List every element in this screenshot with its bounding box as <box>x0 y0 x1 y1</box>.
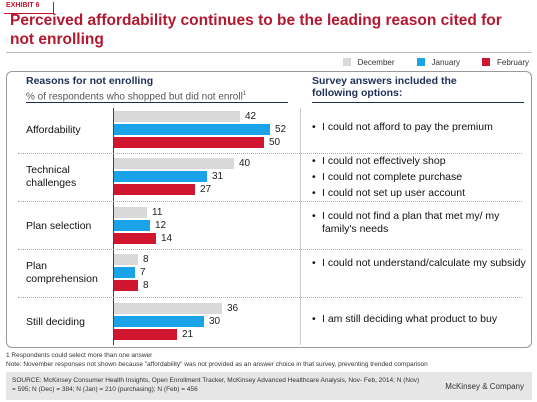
category-label-line: challenges <box>26 177 77 189</box>
category-label-line: Technical <box>26 164 70 176</box>
source-box: SOURCE: McKinsey Consumer Health Insight… <box>6 372 532 400</box>
right-heading-rule <box>312 102 524 103</box>
category-label: Plan selection <box>26 220 91 233</box>
bar-value-label: 52 <box>275 124 287 135</box>
bar-value-label: 21 <box>182 329 194 340</box>
survey-option: I could not complete purchase <box>312 171 527 184</box>
survey-option: I could not understand/calculate my subs… <box>312 257 527 270</box>
exhibit-tag <box>4 2 54 14</box>
row-separator <box>18 153 522 154</box>
row-separator <box>18 297 522 298</box>
legend-item: February <box>481 57 529 67</box>
bar-december <box>114 207 147 218</box>
chart-title: Perceived affordability continues to be … <box>10 12 502 48</box>
category-label-line: comprehension <box>26 273 98 285</box>
bar-value-label: 50 <box>269 137 281 148</box>
left-heading-rule <box>26 102 288 103</box>
legend-swatch <box>416 58 425 66</box>
bar-value-label: 12 <box>155 220 167 231</box>
category-label: Plan comprehension <box>26 260 98 286</box>
legend-item: December <box>342 57 395 67</box>
bar-december <box>114 254 138 265</box>
bar-january <box>114 220 150 231</box>
right-heading-line2: following options: <box>312 87 403 99</box>
bar-value-label: 36 <box>227 303 239 314</box>
category-label-line: Plan <box>26 260 48 272</box>
bar-december <box>114 111 240 122</box>
category-label-line: Still deciding <box>26 315 85 328</box>
legend-swatch <box>481 58 490 66</box>
bar-december <box>114 158 234 169</box>
bar-january <box>114 171 207 182</box>
survey-option: I could not afford to pay the premium <box>312 121 527 134</box>
left-column-heading: Reasons for not enrolling <box>26 75 154 87</box>
title-rule <box>6 52 532 53</box>
bar-value-label: 40 <box>239 158 251 169</box>
bar-february <box>114 137 264 148</box>
legend-label: December <box>357 57 395 67</box>
bar-value-label: 42 <box>245 111 257 122</box>
category-label-line: Plan selection <box>26 219 92 232</box>
subheading-text: % of respondents who shopped but did not… <box>26 91 243 103</box>
category-label: Technical challenges <box>26 164 76 190</box>
bar-value-label: 14 <box>161 233 173 244</box>
bar-february <box>114 329 177 340</box>
bar-february <box>114 233 156 244</box>
bar-value-label: 8 <box>143 280 149 291</box>
legend-label: January <box>431 57 460 67</box>
bar-value-label: 8 <box>143 254 149 265</box>
legend-swatch <box>342 58 351 66</box>
bar-january <box>114 124 270 135</box>
footnote-1: 1 Respondents could select more than one… <box>6 352 153 359</box>
category-label: Affordability <box>26 124 81 137</box>
bar-value-label: 31 <box>212 171 224 182</box>
source-text: SOURCE: McKinsey Consumer Health Insight… <box>12 377 420 393</box>
bar-value-label: 11 <box>152 207 163 218</box>
bar-value-label: 30 <box>209 316 221 327</box>
bar-value-label: 7 <box>140 267 146 278</box>
bar-january <box>114 316 204 327</box>
brand-logo-text: McKinsey & Company <box>445 382 524 391</box>
row-separator <box>18 249 522 250</box>
left-column-subheading: % of respondents who shopped but did not… <box>26 88 246 103</box>
bar-december <box>114 303 222 314</box>
chart-panel <box>6 71 532 348</box>
legend-label: February <box>496 57 529 67</box>
survey-option: I could not set up user account <box>312 187 527 200</box>
category-label: Still deciding <box>26 316 85 329</box>
subheading-footnote-mark: 1 <box>242 91 247 97</box>
right-heading-line1: Survey answers included the <box>312 75 457 87</box>
bar-value-label: 27 <box>200 184 212 195</box>
footnote-2: Note: November responses not shown becau… <box>6 361 428 368</box>
chart-legend: December January February <box>321 56 529 68</box>
survey-option: I am still deciding what product to buy <box>312 313 527 326</box>
bar-february <box>114 280 138 291</box>
survey-option: I could not effectively shop <box>312 155 527 168</box>
bar-axis <box>113 108 114 345</box>
legend-item: January <box>416 57 460 67</box>
row-separator <box>18 201 522 202</box>
exhibit-label: EXHIBIT 6 <box>6 2 40 9</box>
bar-february <box>114 184 195 195</box>
right-column-heading: Survey answers included the following op… <box>312 75 457 99</box>
survey-option: I could not find a plan that met my/ my … <box>312 210 527 236</box>
bar-january <box>114 267 135 278</box>
column-divider <box>300 108 301 345</box>
category-label-line: Affordability <box>26 123 81 136</box>
